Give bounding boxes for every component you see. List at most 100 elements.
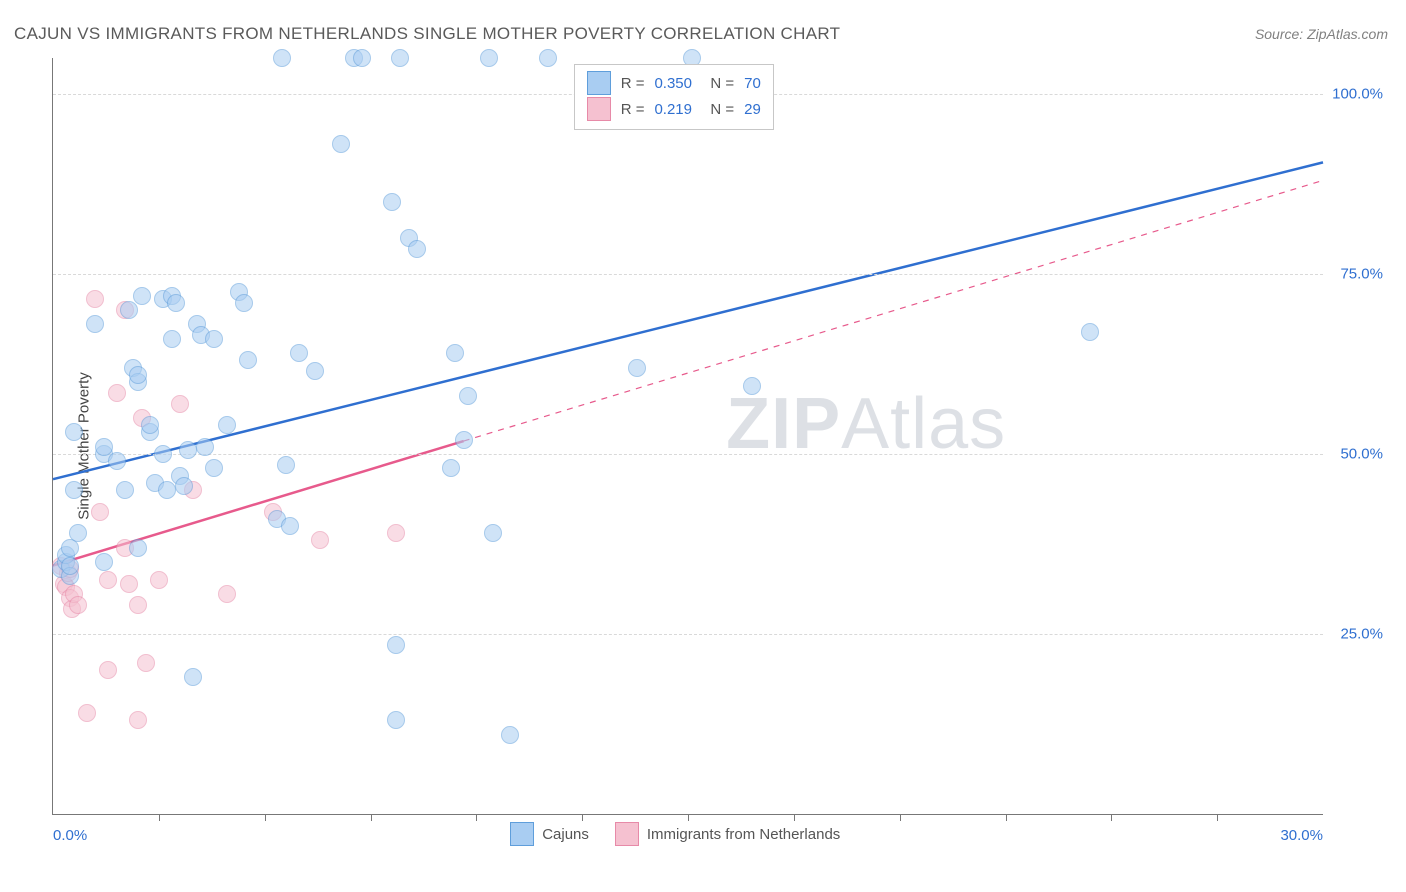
cajuns-point [129,539,147,557]
x-tick [159,814,160,821]
cajuns-point [175,477,193,495]
cajuns-point [116,481,134,499]
cajuns-point [95,553,113,571]
plot-container: ZIPAtlas 25.0%50.0%75.0%100.0%0.0%30.0%R… [52,58,1382,836]
netherlands-point [99,571,117,589]
x-tick [1006,814,1007,821]
x-tick [265,814,266,821]
cajuns-point [628,359,646,377]
stats-row-cajuns: R = 0.350 N = 70 [587,71,761,95]
netherlands-r-value: 0.219 [654,101,692,118]
cajuns-n-value: 70 [744,75,761,92]
cajuns-point [154,445,172,463]
netherlands-trend-line-dashed [464,180,1323,441]
cajuns-point [480,49,498,67]
cajuns-point [273,49,291,67]
cajuns-point [455,431,473,449]
cajuns-point [239,351,257,369]
cajuns-point [167,294,185,312]
cajuns-point [484,524,502,542]
y-tick-label: 75.0% [1327,266,1383,283]
netherlands-point [129,596,147,614]
cajuns-point [218,416,236,434]
x-tick-label: 30.0% [1280,827,1323,844]
cajuns-point [205,330,223,348]
trend-lines-svg [53,58,1323,814]
netherlands-point [387,524,405,542]
source-label: Source: ZipAtlas.com [1255,26,1388,42]
netherlands-point [218,585,236,603]
n-label: N = [702,75,734,92]
netherlands-point [171,395,189,413]
netherlands-point [86,290,104,308]
cajuns-point [69,524,87,542]
x-tick [582,814,583,821]
cajuns-point [501,726,519,744]
x-tick [688,814,689,821]
netherlands-legend-label: Immigrants from Netherlands [647,826,840,843]
cajuns-point [133,287,151,305]
netherlands-point [91,503,109,521]
stats-legend-box: R = 0.350 N = 70R = 0.219 N = 29 [574,64,774,130]
netherlands-point [311,531,329,549]
cajuns-point [196,438,214,456]
cajuns-point [184,668,202,686]
netherlands-point [120,575,138,593]
netherlands-swatch-icon [587,97,611,121]
cajuns-point [387,636,405,654]
y-tick-label: 25.0% [1327,626,1383,643]
gridline [53,634,1323,635]
x-tick [794,814,795,821]
cajuns-point [277,456,295,474]
cajuns-r-value: 0.350 [654,75,692,92]
bottom-legend: Cajuns Immigrants from Netherlands [510,822,858,846]
cajuns-point [332,135,350,153]
cajuns-point [1081,323,1099,341]
cajuns-trend-line [53,162,1323,479]
cajuns-point [353,49,371,67]
cajuns-point [163,330,181,348]
cajuns-legend-swatch-icon [510,822,534,846]
cajuns-point [141,416,159,434]
cajuns-legend-label: Cajuns [542,826,589,843]
cajuns-point [120,301,138,319]
netherlands-point [69,596,87,614]
cajuns-point [108,452,126,470]
cajuns-point [459,387,477,405]
chart-title: CAJUN VS IMMIGRANTS FROM NETHERLANDS SIN… [14,24,840,44]
netherlands-point [137,654,155,672]
cajuns-point [129,366,147,384]
cajuns-point [446,344,464,362]
cajuns-point [306,362,324,380]
cajuns-point [65,423,83,441]
r-label: R = [621,75,645,92]
cajuns-point [442,459,460,477]
x-tick-label: 0.0% [53,827,87,844]
netherlands-point [129,711,147,729]
x-tick [1111,814,1112,821]
y-tick-label: 50.0% [1327,446,1383,463]
cajuns-point [387,711,405,729]
y-tick-label: 100.0% [1327,86,1383,103]
gridline [53,454,1323,455]
n-label: N = [702,101,734,118]
netherlands-point [78,704,96,722]
cajuns-point [179,441,197,459]
cajuns-point [158,481,176,499]
cajuns-point [86,315,104,333]
cajuns-point [391,49,409,67]
cajuns-point [281,517,299,535]
netherlands-point [108,384,126,402]
x-tick [476,814,477,821]
cajuns-point [65,481,83,499]
cajuns-point [408,240,426,258]
cajuns-point [290,344,308,362]
x-tick [1217,814,1218,821]
plot-area: ZIPAtlas 25.0%50.0%75.0%100.0%0.0%30.0%R… [52,58,1323,815]
netherlands-legend-swatch-icon [615,822,639,846]
cajuns-point [61,557,79,575]
cajuns-point [235,294,253,312]
netherlands-n-value: 29 [744,101,761,118]
cajuns-point [539,49,557,67]
gridline [53,274,1323,275]
